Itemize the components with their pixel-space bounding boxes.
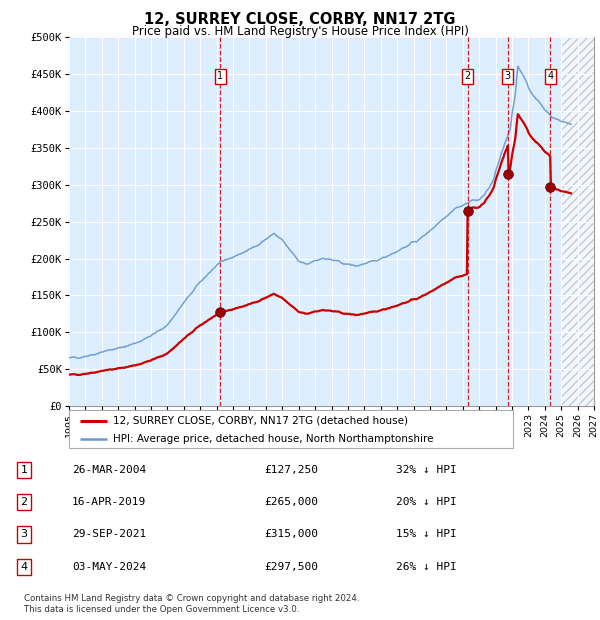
Text: 1: 1 <box>217 71 223 81</box>
Text: This data is licensed under the Open Government Licence v3.0.: This data is licensed under the Open Gov… <box>24 604 299 614</box>
Text: 03-MAY-2024: 03-MAY-2024 <box>72 562 146 572</box>
Text: 26% ↓ HPI: 26% ↓ HPI <box>396 562 457 572</box>
Text: 15% ↓ HPI: 15% ↓ HPI <box>396 529 457 539</box>
Text: 26-MAR-2004: 26-MAR-2004 <box>72 465 146 475</box>
Text: £315,000: £315,000 <box>264 529 318 539</box>
Text: HPI: Average price, detached house, North Northamptonshire: HPI: Average price, detached house, Nort… <box>113 435 434 445</box>
Text: 2: 2 <box>20 497 28 507</box>
Text: 3: 3 <box>505 71 511 81</box>
Text: Price paid vs. HM Land Registry's House Price Index (HPI): Price paid vs. HM Land Registry's House … <box>131 25 469 38</box>
Text: 12, SURREY CLOSE, CORBY, NN17 2TG (detached house): 12, SURREY CLOSE, CORBY, NN17 2TG (detac… <box>113 416 409 426</box>
Text: 29-SEP-2021: 29-SEP-2021 <box>72 529 146 539</box>
Text: 4: 4 <box>547 71 553 81</box>
Bar <box>561 37 594 406</box>
Text: £265,000: £265,000 <box>264 497 318 507</box>
Text: 20% ↓ HPI: 20% ↓ HPI <box>396 497 457 507</box>
Text: 12, SURREY CLOSE, CORBY, NN17 2TG: 12, SURREY CLOSE, CORBY, NN17 2TG <box>144 12 456 27</box>
FancyBboxPatch shape <box>69 410 513 448</box>
Text: 3: 3 <box>20 529 28 539</box>
Text: 16-APR-2019: 16-APR-2019 <box>72 497 146 507</box>
Text: 2: 2 <box>464 71 470 81</box>
Text: Contains HM Land Registry data © Crown copyright and database right 2024.: Contains HM Land Registry data © Crown c… <box>24 593 359 603</box>
Text: £297,500: £297,500 <box>264 562 318 572</box>
Text: 4: 4 <box>20 562 28 572</box>
Text: 32% ↓ HPI: 32% ↓ HPI <box>396 465 457 475</box>
Text: £127,250: £127,250 <box>264 465 318 475</box>
Text: 1: 1 <box>20 465 28 475</box>
